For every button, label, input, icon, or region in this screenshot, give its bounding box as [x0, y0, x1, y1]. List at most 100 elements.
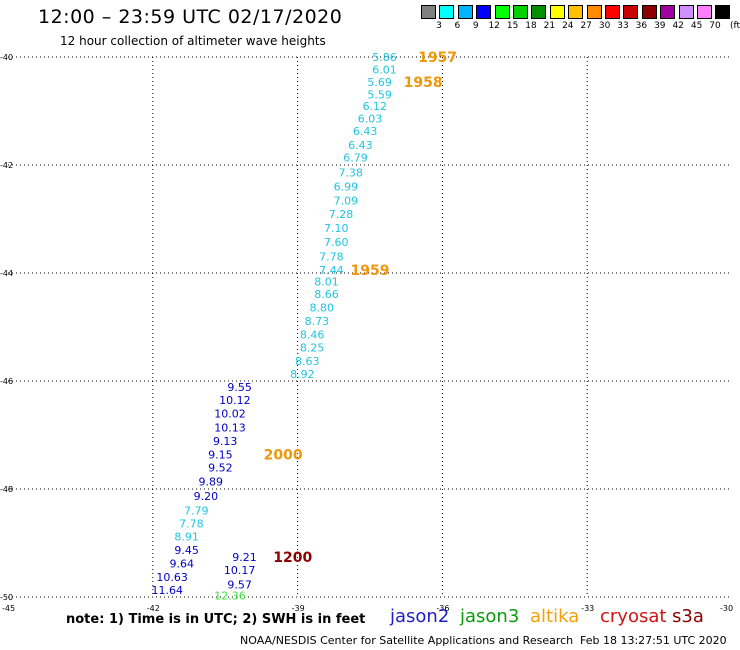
satellite-legend-item: jason3 — [460, 606, 520, 627]
swh-data-label: 5.59 — [367, 88, 392, 101]
swh-data-label: 8.92 — [290, 368, 315, 381]
x-tick-label: -39 — [292, 604, 305, 613]
pass-time-label: 1200 — [273, 550, 312, 566]
scale-label: 45 — [690, 21, 703, 31]
data-points: 5.866.015.695.596.126.036.436.436.797.38… — [152, 51, 397, 602]
swh-data-label: 7.78 — [319, 250, 344, 263]
scale-swatch — [660, 5, 676, 19]
x-tick-label: -45 — [2, 604, 15, 613]
swh-data-label: 7.60 — [324, 236, 349, 249]
credit-line: NOAA/NESDIS Center for Satellite Applica… — [240, 634, 574, 647]
swh-data-label: 7.44 — [319, 264, 344, 277]
scale-unit: (ft) — [730, 21, 740, 31]
swh-data-label: 7.28 — [329, 208, 354, 221]
axis-ticks: -45 -42 -39 -36 -33 -30 -40 -42 -44 -46 -48 -50 — [0, 53, 733, 613]
scale-swatch — [641, 5, 657, 19]
swh-data-label: 8.63 — [295, 355, 320, 368]
y-tick-label: -46 — [0, 377, 13, 386]
scale-label: 12 — [488, 21, 500, 31]
swh-data-label: 5.69 — [367, 76, 392, 89]
scale-label: 6 — [454, 21, 461, 31]
scale-swatch — [623, 5, 639, 19]
scale-label: 30 — [598, 21, 611, 31]
swh-data-label: 9.20 — [194, 490, 219, 503]
footnote: note: 1) Time is in UTC; 2) SWH is in fe… — [66, 612, 366, 627]
swh-data-label: 11.64 — [152, 584, 184, 597]
scale-swatch — [494, 5, 510, 19]
swh-data-label: 6.12 — [363, 100, 388, 113]
scale-label: 18 — [525, 21, 537, 31]
pass-time-label: 1958 — [404, 75, 443, 91]
swh-data-label: 9.52 — [208, 461, 233, 474]
scale-swatch — [439, 5, 455, 19]
scale-swatch — [678, 5, 694, 19]
swh-data-label: 8.91 — [174, 531, 199, 544]
scale-label: 27 — [580, 21, 592, 31]
swh-data-label: 10.02 — [214, 407, 246, 420]
swh-data-label: 7.10 — [324, 222, 349, 235]
satellite-legend-item: cryosat — [600, 606, 667, 627]
swh-data-label: 9.57 — [227, 579, 252, 592]
scale-label: 70 — [709, 21, 721, 31]
page-subtitle: 12 hour collection of altimeter wave hei… — [60, 34, 326, 48]
scale-label: 9 — [472, 21, 479, 31]
scale-swatch — [421, 5, 436, 19]
swh-data-label: 6.43 — [348, 139, 373, 152]
swh-data-label: 8.25 — [300, 342, 325, 355]
scale-label: 36 — [635, 21, 648, 31]
swh-data-label: 6.43 — [353, 125, 378, 138]
swh-data-label: 7.79 — [184, 505, 209, 518]
scale-label: 42 — [672, 21, 684, 31]
swh-data-label: 6.79 — [343, 151, 368, 164]
swh-data-label: 10.17 — [224, 564, 256, 577]
satellite-legend-item: altika — [530, 606, 580, 627]
swh-data-label: 9.64 — [170, 558, 195, 571]
scale-swatch — [513, 5, 528, 19]
generated-timestamp: Feb 18 13:27:51 UTC 2020 — [580, 634, 727, 647]
x-tick-label: -42 — [147, 604, 160, 613]
satellite-legend-item: jason2 — [390, 606, 450, 627]
swh-data-label: 7.09 — [334, 195, 359, 208]
swh-data-label: 8.73 — [305, 315, 330, 328]
pass-time-label: 1957 — [418, 50, 457, 66]
swh-data-label: 8.01 — [314, 276, 339, 289]
swh-data-label: 9.45 — [174, 544, 199, 557]
satellite-legend-item: s3a — [672, 606, 704, 627]
scale-swatch — [697, 5, 712, 19]
scale-label: 3 — [436, 21, 442, 31]
scale-swatch — [586, 5, 602, 19]
swh-data-label: 7.78 — [179, 518, 204, 531]
page-title: 12:00 – 23:59 UTC 02/17/2020 — [38, 6, 343, 28]
x-tick-label: -33 — [581, 604, 594, 613]
scale-label: 15 — [506, 21, 519, 31]
swh-data-label: 9.13 — [213, 435, 238, 448]
scale-swatch — [568, 5, 584, 19]
scale-swatch — [457, 5, 473, 19]
scale-swatch — [605, 5, 620, 19]
swh-data-label: 9.55 — [227, 381, 252, 394]
swh-data-label: 9.89 — [198, 475, 223, 488]
swh-data-label: 9.21 — [232, 551, 257, 564]
swh-data-label: 8.46 — [300, 329, 325, 342]
swh-data-label: 6.99 — [334, 181, 359, 194]
swh-data-label: 10.63 — [156, 571, 188, 584]
swh-data-label: 7.38 — [338, 167, 363, 180]
y-tick-label: -50 — [0, 593, 13, 602]
swh-data-label: 8.66 — [314, 288, 339, 301]
swh-data-label: 12.36 — [214, 589, 246, 602]
y-tick-label: -42 — [0, 161, 13, 170]
scale-label: 24 — [562, 21, 574, 31]
y-tick-label: -40 — [0, 53, 13, 62]
swh-data-label: 5.86 — [372, 51, 397, 64]
y-tick-label: -44 — [0, 269, 13, 278]
scale-label: 33 — [617, 21, 629, 31]
swh-data-label: 6.01 — [372, 63, 397, 76]
scale-swatch — [549, 5, 565, 19]
scale-label: 21 — [543, 21, 556, 31]
x-tick-label: -30 — [720, 604, 733, 613]
swh-data-label: 8.80 — [309, 302, 334, 315]
pass-time-label: 1959 — [351, 263, 390, 279]
grid-lines — [8, 57, 732, 597]
plot-frame — [8, 56, 732, 598]
